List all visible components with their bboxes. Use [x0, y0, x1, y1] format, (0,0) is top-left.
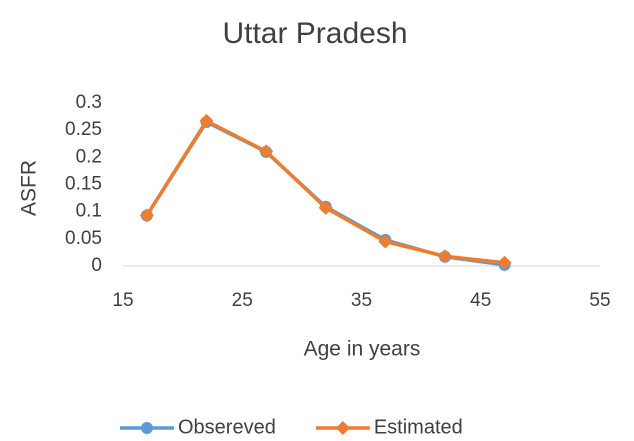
series-line — [145, 118, 505, 265]
x-tick-label: 15 — [112, 290, 133, 311]
marker — [318, 200, 333, 215]
marker — [259, 144, 274, 159]
legend-marker — [141, 422, 153, 434]
legend-label: Obsereved — [178, 416, 276, 438]
y-tick-label: 0.2 — [76, 146, 102, 167]
y-axis-title: ASFR — [18, 160, 41, 216]
x-tick-label: 45 — [470, 290, 491, 311]
marker — [199, 113, 214, 128]
x-tick-label: 25 — [232, 290, 253, 311]
x-tick-label: 35 — [351, 290, 372, 311]
y-tick-label: 0.05 — [65, 228, 102, 249]
y-tick-label: 0.15 — [65, 174, 102, 195]
marker — [437, 249, 452, 264]
marker — [139, 208, 154, 223]
x-axis-title: Age in years — [304, 338, 421, 361]
y-tick-label: 0 — [91, 255, 102, 276]
chart-title: Uttar Pradesh — [222, 17, 407, 50]
x-tick-label: 55 — [589, 290, 610, 311]
y-tick-label: 0.3 — [76, 92, 102, 113]
marker — [497, 255, 512, 270]
marker — [378, 234, 393, 249]
legend-marker — [335, 421, 350, 435]
series-line — [145, 119, 505, 267]
y-tick-label: 0.1 — [76, 201, 102, 222]
y-tick-label: 0.25 — [65, 119, 102, 140]
legend-label: Estimated — [374, 416, 463, 438]
